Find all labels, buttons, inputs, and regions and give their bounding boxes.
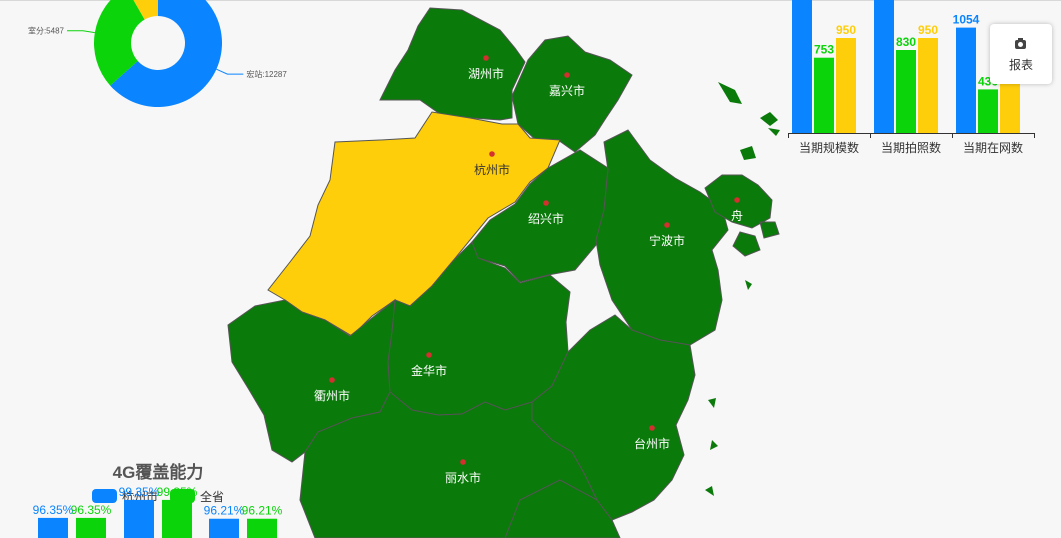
coverage-bar[interactable] (162, 499, 192, 538)
coverage-bar[interactable] (247, 518, 277, 538)
x-tick-label: 当期拍照数 (881, 140, 941, 155)
city-label: 金华市 (411, 363, 447, 378)
region-zhoushan-islands[interactable] (704, 174, 780, 257)
city-label: 绍兴市 (528, 211, 564, 226)
report-button-label: 报表 (1008, 58, 1033, 72)
coverage-value-label: 99.35% (157, 485, 198, 499)
bar[interactable] (978, 89, 998, 133)
donut-slice-label: 室分:5487 (28, 26, 65, 36)
city-label: 嘉兴市 (549, 83, 585, 98)
coverage-value-label: 96.35% (33, 503, 74, 517)
bar[interactable] (874, 0, 894, 133)
camera-icon (1015, 38, 1026, 49)
city-marker[interactable] (460, 459, 466, 465)
bar-value-label: 753 (814, 43, 834, 57)
coverage-bar[interactable] (209, 518, 239, 538)
coverage-value-label: 96.35% (71, 503, 112, 517)
coverage-value-label: 99.35% (119, 485, 160, 499)
top-divider (0, 0, 1061, 1)
coverage-bar-chart: 4G覆盖能力 杭州市 全省 96.35%96.35%99.35%99.35%96.… (33, 462, 283, 538)
coverage-bar[interactable] (124, 499, 154, 538)
region-ningbo[interactable] (595, 129, 729, 346)
city-label: 衢州市 (314, 388, 350, 403)
region-jiaxing[interactable] (511, 35, 633, 153)
coverage-value-label: 96.21% (242, 504, 283, 518)
bar-value-label: 950 (918, 23, 938, 37)
legend-swatch[interactable] (92, 489, 117, 503)
city-marker[interactable] (564, 72, 570, 78)
city-label: 湖州市 (468, 66, 504, 81)
report-button[interactable]: 报表 (990, 24, 1052, 84)
bar-value-label: 830 (896, 35, 916, 49)
city-marker[interactable] (734, 197, 740, 203)
x-tick-label: 当期规模数 (799, 140, 859, 155)
city-label: 宁波市 (649, 233, 685, 248)
bar[interactable] (792, 0, 812, 133)
bar[interactable] (918, 38, 938, 133)
site-type-donut-chart: 宏站:12287 室分:5487 (28, 0, 287, 107)
bar[interactable] (814, 57, 834, 134)
coverage-bar[interactable] (38, 517, 68, 538)
x-tick-label: 当期在网数 (963, 140, 1023, 155)
chart-title: 4G覆盖能力 (113, 462, 204, 482)
donut-slice[interactable] (110, 0, 222, 107)
region-huzhou[interactable] (379, 7, 526, 121)
bar[interactable] (836, 38, 856, 133)
city-marker[interactable] (426, 352, 432, 358)
region-wenzhou[interactable] (504, 479, 621, 538)
bar-value-label: 1054 (953, 13, 980, 27)
city-marker[interactable] (329, 377, 335, 383)
donut-leader-line (66, 30, 95, 34)
city-marker[interactable] (489, 151, 495, 157)
bar-value-label: 950 (836, 23, 856, 37)
bar[interactable] (956, 27, 976, 134)
donut-slice[interactable] (94, 0, 145, 86)
city-marker[interactable] (649, 425, 655, 431)
donut-slice[interactable] (126, 0, 158, 20)
city-marker[interactable] (543, 200, 549, 206)
coverage-bar[interactable] (76, 517, 106, 538)
city-label: 丽水市 (445, 470, 481, 485)
city-marker[interactable] (483, 55, 489, 61)
coverage-value-label: 96.21% (204, 504, 245, 518)
donut-leader-line (216, 68, 244, 75)
city-label: 杭州市 (474, 162, 510, 177)
legend-label: 全省 (200, 489, 224, 504)
coastal-islands (705, 82, 780, 496)
legend-swatch[interactable] (170, 489, 195, 503)
city-label: 台州市 (634, 436, 670, 451)
donut-slice-label: 宏站:12287 (246, 69, 287, 79)
bar[interactable] (896, 50, 916, 133)
city-label: 舟 (731, 209, 743, 223)
city-marker[interactable] (664, 222, 670, 228)
